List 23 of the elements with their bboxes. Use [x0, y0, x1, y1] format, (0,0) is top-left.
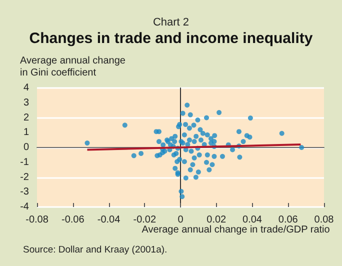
y-axis-title: Average annual change in Gini coefficient: [20, 56, 126, 78]
y-tick-label: 3: [23, 97, 30, 108]
y-tick-label: 4: [23, 82, 30, 94]
x-axis-title: Average annual change in trade/GDP ratio: [142, 224, 330, 236]
x-tick-label: -0.02: [133, 214, 156, 226]
x-tick-label: 0: [178, 214, 184, 226]
y-tick-label: -2: [20, 172, 30, 183]
x-tick-label: 0.06: [278, 214, 298, 226]
x-tick-label: 0.04: [242, 214, 262, 226]
x-tick-label: -0.08: [26, 214, 49, 226]
chart-title: Changes in trade and income inequality: [29, 30, 314, 47]
x-tick-label: 0.02: [206, 214, 227, 226]
source-note: Source: Dollar and Kraay (2001a).: [23, 244, 168, 256]
x-tick-label: -0.04: [97, 214, 121, 226]
y-tick-label: 2: [23, 112, 30, 124]
x-tick-label: -0.06: [61, 214, 85, 226]
chart-subtitle: Chart 2: [152, 16, 190, 28]
x-tick-label: 0.08: [314, 214, 334, 226]
y-tick-label: 0: [23, 142, 30, 153]
y-tick-label: -1: [20, 156, 30, 168]
y-tick-label: 1: [23, 127, 30, 138]
y-tick-label: -4: [20, 202, 30, 212]
y-tick-label: -3: [20, 186, 30, 198]
